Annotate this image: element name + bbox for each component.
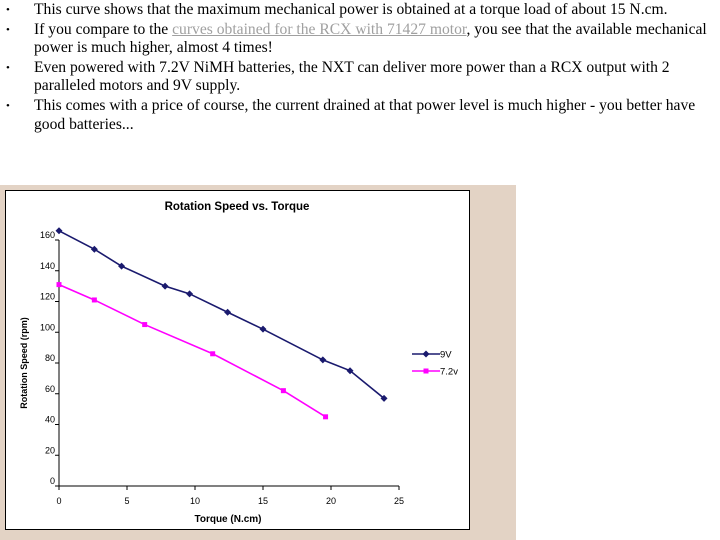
data-point (161, 282, 169, 290)
y-tick-label: 160 (40, 230, 55, 240)
data-point (142, 322, 148, 328)
y-tick-label: 60 (45, 384, 55, 394)
data-point (90, 245, 98, 253)
bullet-list: • This curve shows that the maximum mech… (0, 1, 720, 135)
data-point (323, 414, 329, 420)
x-tick-label: 20 (326, 496, 336, 506)
legend-marker (423, 368, 429, 374)
legend-label: 9V (440, 350, 452, 361)
data-point (56, 282, 62, 288)
bullet-text: Even powered with 7.2V NiMH batteries, t… (34, 58, 670, 95)
data-point (380, 394, 388, 402)
y-tick-label: 140 (40, 261, 55, 271)
y-tick-label: 120 (40, 292, 55, 302)
legend-marker (422, 350, 430, 358)
x-axis-label: Torque (N.cm) (194, 514, 261, 525)
y-tick-label: 100 (40, 322, 55, 332)
bullet-item: • Even powered with 7.2V NiMH batteries,… (0, 59, 720, 96)
bullet-marker: • (6, 4, 10, 16)
y-tick-label: 80 (45, 353, 55, 363)
x-tick-label: 5 (124, 496, 129, 506)
chart-frame (5, 190, 470, 530)
bullet-marker: • (6, 99, 10, 112)
legend-label: 7.2v (440, 367, 458, 378)
data-point (186, 290, 194, 298)
data-point (91, 297, 97, 303)
data-point (55, 227, 63, 235)
bullet-text-after-link: , you see that the available mechanical … (34, 20, 707, 57)
bullet-item: • This comes with a price of course, the… (0, 97, 720, 134)
bullet-item: • This curve shows that the maximum mech… (0, 1, 720, 20)
data-point (224, 308, 232, 316)
series-line-9v (58, 230, 385, 399)
bullet-text: This curve shows that the maximum mechan… (34, 1, 668, 18)
series-line-7-2v (58, 283, 326, 418)
data-point (210, 351, 216, 357)
bullet-item: • If you compare to the curves obtained … (0, 21, 720, 58)
x-tick-label: 0 (56, 496, 61, 506)
y-tick-label: 40 (45, 415, 55, 425)
bullet-marker: • (6, 23, 10, 36)
data-point (346, 367, 354, 375)
chart-title: Rotation Speed vs. Torque (165, 201, 310, 213)
bullet-marker: • (6, 61, 10, 74)
x-tick-label: 10 (190, 496, 200, 506)
rcx-curves-link[interactable]: curves obtained for the RCX with 71427 m… (172, 20, 467, 38)
data-point (280, 388, 286, 394)
y-axis-label: Rotation Speed (rpm) (19, 317, 29, 409)
data-point (118, 262, 126, 270)
bullet-text: This comes with a price of course, the c… (34, 96, 696, 133)
y-tick-label: 0 (50, 476, 55, 486)
x-tick-label: 25 (394, 496, 404, 506)
x-tick-label: 15 (258, 496, 268, 506)
data-point (259, 325, 267, 333)
bullet-text-before-link: If you compare to the (34, 20, 173, 38)
y-tick-label: 20 (45, 445, 55, 455)
data-point (319, 356, 327, 364)
